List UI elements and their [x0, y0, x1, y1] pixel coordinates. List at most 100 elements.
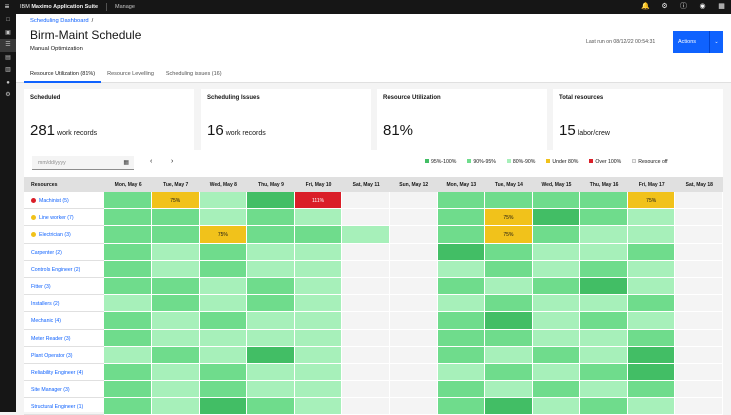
utilization-cell[interactable] [247, 312, 295, 330]
actions-button[interactable]: Actions ⌄ [673, 31, 723, 53]
utilization-cell[interactable] [199, 243, 248, 261]
utilization-cell[interactable] [627, 295, 676, 313]
utilization-cell[interactable] [675, 329, 724, 347]
utilization-cell[interactable] [485, 381, 533, 399]
utilization-cell[interactable] [104, 209, 152, 227]
utilization-cell[interactable] [342, 192, 390, 210]
utilization-cell[interactable] [675, 295, 724, 313]
utilization-cell[interactable] [247, 295, 295, 313]
utilization-cell[interactable] [342, 260, 390, 278]
utilization-cell[interactable] [580, 260, 628, 278]
utilization-cell[interactable] [485, 312, 533, 330]
breadcrumb[interactable]: Scheduling Dashboard / [30, 18, 93, 24]
utilization-cell[interactable] [485, 363, 533, 382]
utilization-cell[interactable] [389, 243, 438, 261]
utilization-cell[interactable] [580, 295, 628, 313]
utilization-cell[interactable] [342, 277, 390, 296]
utilization-cell[interactable] [151, 363, 200, 382]
utilization-cell[interactable] [247, 381, 295, 399]
list-icon[interactable]: ☰ [0, 39, 16, 52]
utilization-cell[interactable] [247, 260, 295, 278]
utilization-cell[interactable] [485, 295, 533, 313]
utilization-cell[interactable] [627, 381, 676, 399]
resource-link[interactable]: Reliability Engineer (4) [31, 369, 84, 376]
resource-link[interactable]: Electrician (3) [39, 232, 71, 239]
utilization-cell[interactable] [389, 329, 438, 347]
utilization-cell[interactable] [294, 363, 343, 382]
utilization-cell[interactable] [627, 312, 676, 330]
utilization-cell[interactable] [104, 398, 152, 415]
utilization-cell[interactable] [532, 312, 581, 330]
resource-link[interactable]: Meter Reader (3) [31, 335, 71, 342]
utilization-cell[interactable] [485, 260, 533, 278]
utilization-cell[interactable] [151, 381, 200, 399]
utilization-cell[interactable] [675, 192, 724, 210]
utilization-cell[interactable] [675, 346, 724, 364]
utilization-cell[interactable] [580, 209, 628, 227]
utilization-cell[interactable] [247, 243, 295, 261]
utilization-cell[interactable] [199, 277, 248, 296]
utilization-cell[interactable] [294, 295, 343, 313]
utilization-cell[interactable] [580, 226, 628, 244]
utilization-cell[interactable] [294, 209, 343, 227]
utilization-cell[interactable] [485, 398, 533, 415]
utilization-cell[interactable] [675, 277, 724, 296]
calendar-icon[interactable]: ▦ [123, 160, 129, 166]
utilization-cell[interactable] [437, 226, 486, 244]
gear-icon[interactable]: ⚙ [661, 3, 668, 10]
utilization-cell[interactable] [342, 381, 390, 399]
utilization-cell[interactable] [532, 381, 581, 399]
utilization-cell[interactable] [342, 243, 390, 261]
utilization-cell[interactable] [104, 312, 152, 330]
utilization-cell[interactable] [342, 363, 390, 382]
bell-icon[interactable]: 🔔 [641, 3, 650, 10]
utilization-cell[interactable] [199, 346, 248, 364]
utilization-cell[interactable] [294, 346, 343, 364]
tab-0[interactable]: Resource Utilization (81%) [24, 67, 102, 83]
utilization-cell[interactable] [247, 277, 295, 296]
utilization-cell[interactable] [342, 329, 390, 347]
resource-link[interactable]: Carpenter (2) [31, 249, 62, 256]
resource-link[interactable]: Mechanic (4) [31, 318, 61, 325]
utilization-cell[interactable] [294, 277, 343, 296]
utilization-cell[interactable] [389, 312, 438, 330]
utilization-cell[interactable] [437, 329, 486, 347]
utilization-cell[interactable] [294, 398, 343, 415]
next-button[interactable]: › [171, 158, 174, 165]
utilization-cell[interactable] [151, 243, 200, 261]
resource-link[interactable]: Structural Engineer (1) [31, 404, 84, 411]
app-brand[interactable]: IBM Maximo Application Suite [20, 4, 98, 10]
utilization-cell[interactable] [675, 226, 724, 244]
help-icon[interactable]: ⓘ [680, 3, 687, 10]
utilization-cell[interactable] [437, 209, 486, 227]
tab-2[interactable]: Scheduling issues (16) [165, 71, 222, 77]
utilization-cell[interactable] [104, 226, 152, 244]
utilization-cell[interactable] [627, 277, 676, 296]
utilization-cell[interactable] [485, 277, 533, 296]
utilization-cell[interactable] [247, 363, 295, 382]
chevron-down-icon[interactable]: ⌄ [709, 31, 723, 53]
utilization-cell[interactable] [485, 192, 533, 210]
breadcrumb-link[interactable]: Scheduling Dashboard [30, 18, 89, 24]
utilization-cell[interactable] [627, 226, 676, 244]
utilization-cell[interactable] [437, 295, 486, 313]
utilization-cell[interactable] [151, 277, 200, 296]
utilization-cell[interactable] [389, 226, 438, 244]
people-icon[interactable]: ● [6, 79, 10, 86]
utilization-cell[interactable] [151, 346, 200, 364]
utilization-cell[interactable]: 75% [485, 209, 533, 227]
resource-link[interactable]: Site Manager (3) [31, 387, 70, 394]
utilization-cell[interactable] [104, 381, 152, 399]
utilization-cell[interactable] [342, 398, 390, 415]
utilization-cell[interactable] [532, 209, 581, 227]
utilization-cell[interactable] [627, 363, 676, 382]
utilization-cell[interactable] [437, 192, 486, 210]
utilization-cell[interactable] [389, 277, 438, 296]
utilization-cell[interactable] [675, 398, 724, 415]
resource-link[interactable]: Machinist (5) [39, 198, 69, 204]
utilization-cell[interactable] [580, 277, 628, 296]
utilization-cell[interactable] [627, 260, 676, 278]
utilization-cell[interactable] [532, 192, 581, 210]
utilization-cell[interactable] [627, 329, 676, 347]
utilization-cell[interactable] [580, 312, 628, 330]
